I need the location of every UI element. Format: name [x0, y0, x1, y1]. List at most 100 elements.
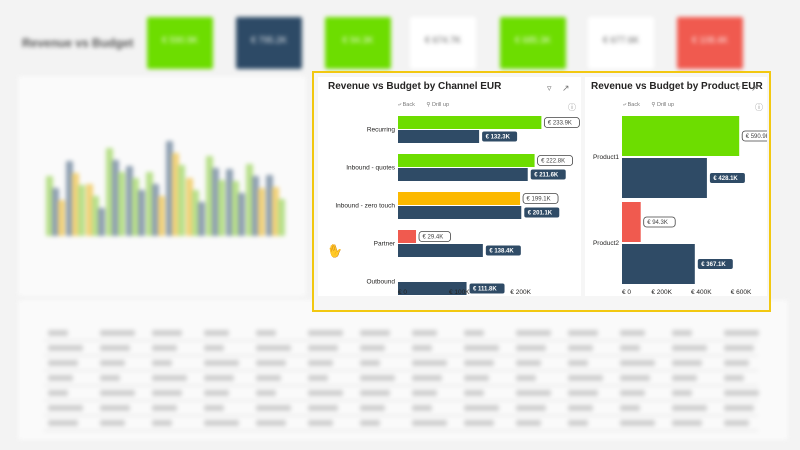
back-button[interactable]: ⤶ Back	[398, 102, 415, 108]
background-bar	[132, 178, 139, 236]
background-table-cell	[256, 330, 276, 336]
background-table-cell	[464, 360, 494, 366]
back-button[interactable]: ⤶ Back	[623, 102, 640, 108]
background-table-cell	[256, 375, 281, 381]
background-table-cell	[412, 375, 442, 381]
revenue-data-label: € 222.8K	[541, 159, 565, 165]
background-table-cell	[48, 330, 68, 336]
expand-icon[interactable]: ↗	[751, 83, 759, 93]
budget-bar[interactable]	[398, 206, 522, 219]
background-table-cell	[724, 330, 759, 336]
background-table-cell	[360, 375, 395, 381]
channel-chart-card[interactable]: Revenue vs Budget by Channel EUR ▿ ↗ ⤶ B…	[318, 77, 581, 296]
budget-bar[interactable]	[398, 130, 480, 143]
background-table-cell	[672, 420, 702, 426]
background-table-cell	[100, 360, 125, 366]
revenue-label-box	[543, 117, 580, 128]
background-bar	[106, 148, 113, 236]
x-tick-label: € 0	[398, 289, 407, 296]
kpi-card[interactable]: € 108.4K	[677, 17, 743, 69]
product-chart-card[interactable]: Revenue vs Budget by Product EUR ▿ ↗ ⤶ B…	[585, 77, 767, 296]
x-tick-label: € 200K	[510, 289, 531, 296]
background-table-cell	[412, 420, 447, 426]
revenue-data-label: € 199.1K	[527, 197, 551, 203]
revenue-bar[interactable]	[398, 230, 417, 243]
revenue-bar[interactable]	[622, 202, 641, 242]
budget-label-box	[485, 245, 521, 256]
background-table-cell	[204, 375, 234, 381]
background-table-cell	[308, 345, 338, 351]
background-table-cell	[152, 360, 172, 366]
kpi-card[interactable]: € 677.6K	[588, 17, 654, 69]
budget-label-box	[482, 131, 518, 142]
revenue-bar[interactable]	[398, 192, 521, 205]
background-bar	[112, 160, 119, 236]
background-table-cell	[48, 420, 78, 426]
background-bar	[266, 175, 273, 236]
background-bar	[118, 172, 125, 236]
category-label: Inbound - zero touch	[335, 203, 395, 210]
background-table-cell	[672, 390, 692, 396]
filter-icon[interactable]: ▿	[547, 83, 552, 93]
budget-bar[interactable]	[398, 244, 483, 257]
background-table-cell	[360, 330, 390, 336]
kpi-card[interactable]: € 674.7K	[410, 17, 476, 69]
budget-bar[interactable]	[398, 282, 467, 295]
category-label: Inbound - quotes	[346, 165, 396, 172]
background-bar	[86, 184, 93, 236]
budget-bar[interactable]	[622, 158, 707, 198]
revenue-bar[interactable]	[398, 116, 542, 129]
revenue-bar[interactable]	[398, 154, 535, 167]
background-table-cell	[516, 420, 541, 426]
kpi-card[interactable]: € 94.3K	[325, 17, 391, 69]
filter-icon[interactable]: ▿	[736, 83, 741, 93]
background-table-cell	[672, 405, 707, 411]
channel-chart-title: Revenue vs Budget by Channel EUR	[328, 81, 502, 92]
background-table-cell	[412, 405, 432, 411]
background-table-cell	[48, 360, 78, 366]
background-table-cell	[308, 420, 333, 426]
kpi-card[interactable]: € 685.3K	[500, 17, 566, 69]
drill-up-button[interactable]: ⚲ Drill up	[426, 102, 450, 108]
background-table-line	[44, 385, 758, 386]
background-table-cell	[152, 345, 177, 351]
background-table-line	[44, 340, 758, 341]
background-table-cell	[360, 390, 390, 396]
background-table-line	[44, 400, 758, 401]
background-table-cell	[100, 330, 135, 336]
background-table-cell	[308, 405, 338, 411]
background-table-cell	[516, 345, 546, 351]
chart-toolbar: ⤶ Back ⚲ Drill up	[398, 102, 459, 109]
background-table-cell	[152, 375, 187, 381]
background-table-cell	[360, 420, 380, 426]
background-table-cell	[464, 330, 484, 336]
background-bar	[258, 188, 265, 236]
budget-data-label: € 111.8K	[473, 287, 497, 293]
budget-bar[interactable]	[398, 168, 528, 181]
background-table-cell	[100, 420, 125, 426]
budget-data-label: € 201.1K	[528, 211, 553, 217]
background-bar	[226, 169, 233, 236]
budget-data-label: € 138.4K	[489, 249, 514, 255]
background-table-cell	[620, 360, 655, 366]
revenue-bar[interactable]	[622, 116, 740, 156]
info-icon[interactable]: ⓘ	[568, 103, 576, 112]
highlighted-visuals: Revenue vs Budget by Channel EUR ▿ ↗ ⤶ B…	[312, 71, 771, 312]
background-table-cell	[464, 345, 499, 351]
background-table-cell	[568, 420, 588, 426]
kpi-card[interactable]: € 795.2K	[236, 17, 302, 69]
info-icon[interactable]: ⓘ	[755, 103, 763, 112]
background-table-cell	[568, 375, 603, 381]
kpi-card[interactable]: € 590.9K	[147, 17, 213, 69]
budget-bar[interactable]	[622, 244, 695, 284]
background-table-cell	[620, 390, 645, 396]
background-bar	[198, 202, 205, 236]
drill-up-button[interactable]: ⚲ Drill up	[651, 102, 675, 108]
background-table-cell	[100, 390, 135, 396]
category-label: Recurring	[367, 127, 396, 134]
background-table-cell	[672, 375, 697, 381]
background-table-cell	[464, 405, 499, 411]
revenue-data-label: € 590.9K	[746, 134, 767, 140]
budget-label-box	[709, 173, 745, 183]
expand-icon[interactable]: ↗	[562, 83, 570, 93]
